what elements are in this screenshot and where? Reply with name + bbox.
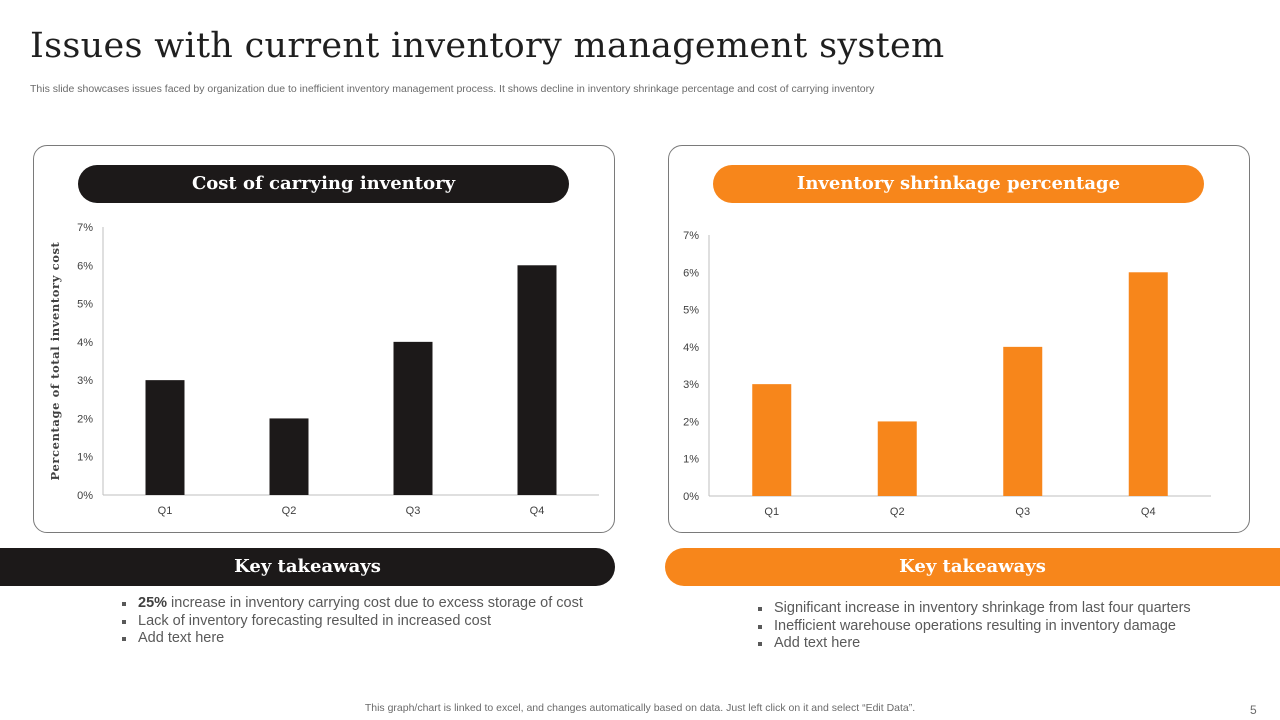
y-tick-label: 7% bbox=[683, 230, 699, 242]
y-tick-label: 3% bbox=[77, 375, 93, 387]
bar-q2[interactable] bbox=[269, 418, 309, 495]
x-tick-label: Q2 bbox=[890, 506, 905, 518]
bar-q3[interactable] bbox=[393, 341, 433, 495]
y-tick-label: 3% bbox=[683, 379, 699, 391]
bullet-text: Significant increase in inventory shrink… bbox=[774, 600, 1191, 616]
footer-note: This graph/chart is linked to excel, and… bbox=[364, 702, 916, 714]
y-tick-label: 1% bbox=[77, 452, 93, 464]
bullet-text: Inefficient warehouse operations resulti… bbox=[774, 617, 1176, 634]
list-item: Add text here bbox=[756, 635, 1191, 653]
list-item: 25% increase in inventory carrying cost … bbox=[120, 595, 583, 613]
right-takeaways-header: Key takeaways bbox=[665, 548, 1280, 586]
y-tick-label: 1% bbox=[683, 454, 699, 466]
bullet-text: increase in inventory carrying cost due … bbox=[167, 595, 583, 611]
x-tick-label: Q4 bbox=[530, 505, 545, 517]
y-tick-label: 7% bbox=[77, 222, 93, 234]
bar-q4[interactable] bbox=[1128, 272, 1168, 496]
bar-q1[interactable] bbox=[145, 380, 185, 495]
shrinkage-chart-header: Inventory shrinkage percentage bbox=[713, 165, 1204, 203]
bullet-highlight: 25% bbox=[138, 595, 168, 611]
x-tick-label: Q1 bbox=[158, 505, 173, 517]
x-tick-label: Q1 bbox=[764, 506, 779, 518]
bar-q3[interactable] bbox=[1003, 346, 1043, 496]
y-tick-label: 5% bbox=[77, 299, 93, 311]
y-tick-label: 4% bbox=[77, 337, 93, 349]
y-tick-label: 6% bbox=[77, 260, 93, 272]
shrinkage-chart[interactable]: 0% 1% 2% 3% 4% 5% 6% 7% Q1 Q2 Q3 Q4 bbox=[669, 146, 1249, 532]
x-tick-label: Q4 bbox=[1141, 506, 1156, 518]
page-number: 5 bbox=[1250, 703, 1257, 717]
y-tick-label: 2% bbox=[683, 416, 699, 428]
shrinkage-chart-panel: Inventory shrinkage percentage 0% 1% 2% 3% 4… bbox=[668, 145, 1250, 533]
cost-chart-header: Cost of carrying inventory bbox=[78, 165, 569, 203]
bullet-text: Add text here bbox=[138, 630, 225, 646]
bar-q2[interactable] bbox=[877, 421, 917, 496]
x-tick-label: Q3 bbox=[1015, 506, 1030, 518]
y-tick-label: 5% bbox=[683, 305, 699, 317]
list-item: Add text here bbox=[120, 630, 583, 648]
left-takeaways-header: Key takeaways bbox=[0, 548, 615, 586]
y-tick-label: 0% bbox=[683, 491, 699, 503]
y-tick-label: 4% bbox=[683, 342, 699, 354]
list-item: Lack of inventory forecasting resulted i… bbox=[120, 613, 583, 631]
bullet-text: Add text here bbox=[774, 635, 861, 651]
y-tick-label: 2% bbox=[77, 413, 93, 425]
bar-q1[interactable] bbox=[752, 384, 792, 496]
x-tick-label: Q3 bbox=[406, 505, 421, 517]
bullet-text: Lack of inventory forecasting resulted i… bbox=[138, 612, 492, 629]
list-item: Significant increase in inventory shrink… bbox=[756, 600, 1191, 618]
y-axis-label: Percentage of total inventory cost bbox=[48, 241, 62, 480]
bar-q4[interactable] bbox=[517, 265, 557, 495]
cost-chart-panel: Cost of carrying inventory 0% 1% 2% 3% 4% 5% 6… bbox=[33, 145, 615, 533]
slide-title: Issues with current inventory management… bbox=[30, 26, 945, 66]
y-tick-label: 0% bbox=[77, 490, 93, 502]
y-tick-label: 6% bbox=[683, 267, 699, 279]
x-tick-label: Q2 bbox=[282, 505, 297, 517]
slide-subtitle: This slide showcases issues faced by org… bbox=[30, 83, 875, 95]
list-item: Inefficient warehouse operations resulti… bbox=[756, 618, 1191, 636]
right-takeaways-list: Significant increase in inventory shrink… bbox=[756, 600, 1191, 653]
left-takeaways-list: 25% increase in inventory carrying cost … bbox=[120, 595, 583, 648]
cost-chart[interactable]: 0% 1% 2% 3% 4% 5% 6% 7% Q1 Q2 Q3 Q4 Percentage of to… bbox=[34, 146, 614, 532]
